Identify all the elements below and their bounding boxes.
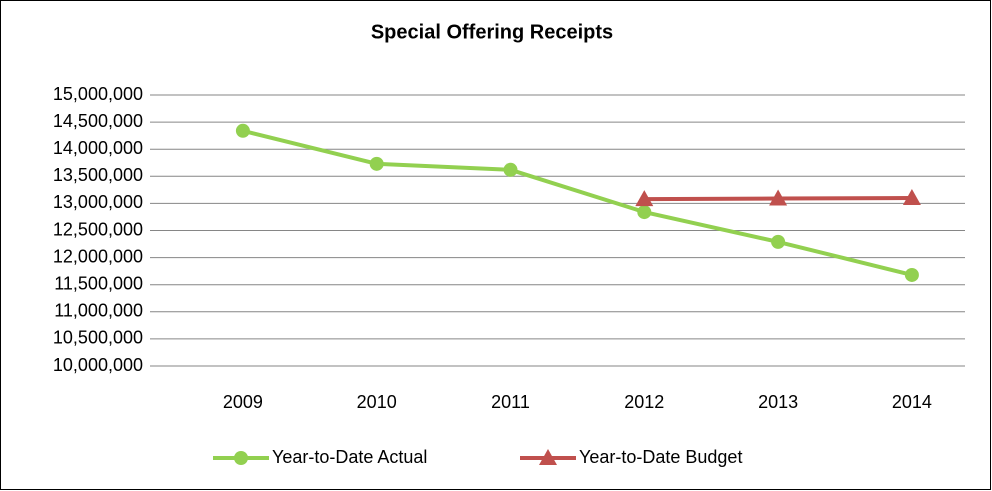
data-point (904, 267, 919, 282)
y-tick-label: 14,000,000 (53, 138, 143, 158)
y-tick-label: 12,500,000 (53, 219, 143, 239)
y-tick-label: 10,500,000 (53, 328, 143, 348)
legend-label: Year-to-Date Actual (272, 447, 427, 467)
data-point (902, 188, 921, 205)
y-tick-label: 11,000,000 (54, 301, 143, 321)
x-tick-label: 2014 (892, 392, 932, 412)
data-point (369, 156, 384, 171)
y-tick-label: 11,500,000 (54, 273, 143, 293)
data-point (637, 205, 652, 220)
legend-marker (539, 449, 557, 465)
chart-title: Special Offering Receipts (371, 21, 613, 43)
data-point (635, 190, 654, 207)
x-tick-label: 2013 (758, 392, 798, 412)
y-tick-label: 12,000,000 (53, 246, 143, 266)
data-point (769, 189, 788, 206)
legend-marker (234, 451, 248, 465)
y-tick-label: 10,000,000 (53, 355, 143, 375)
y-tick-label: 15,000,000 (53, 84, 143, 104)
x-tick-label: 2009 (223, 392, 263, 412)
data-point (235, 123, 250, 138)
data-point (503, 162, 518, 177)
data-point (771, 234, 786, 249)
y-tick-label: 13,500,000 (53, 165, 143, 185)
x-tick-label: 2011 (491, 392, 530, 412)
y-tick-label: 13,000,000 (53, 192, 143, 212)
x-tick-label: 2010 (357, 392, 397, 412)
y-tick-label: 14,500,000 (53, 111, 143, 131)
series-line (242, 128, 913, 277)
legend-label: Year-to-Date Budget (579, 447, 742, 467)
x-tick-label: 2012 (624, 392, 664, 412)
